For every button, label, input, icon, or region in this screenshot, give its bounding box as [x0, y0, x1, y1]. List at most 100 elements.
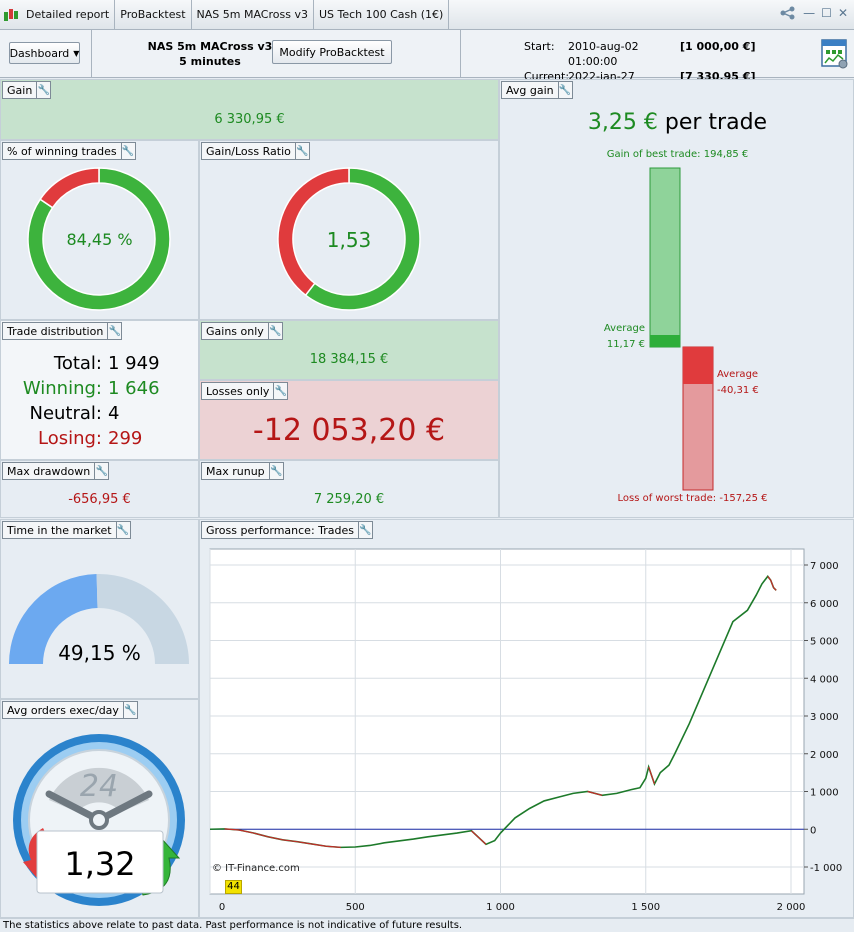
- tab-strategy[interactable]: NAS 5m MACross v3: [192, 0, 314, 29]
- panel-title-text: Gain: [7, 83, 33, 97]
- dropdown-arrow-icon: ▼: [73, 48, 80, 58]
- avg-win-bar: [650, 335, 680, 347]
- time-in-market-fill: [9, 574, 98, 664]
- equity-down-segment: [770, 579, 775, 588]
- avg-gain-bars: [649, 167, 714, 491]
- y-tick-label: 7 000: [810, 561, 839, 572]
- panel-title: Trade distribution 🔧: [2, 322, 123, 340]
- y-tick-label: 6 000: [810, 599, 839, 610]
- minimize-icon[interactable]: —: [803, 6, 816, 20]
- gain-loss-donut: [277, 167, 421, 311]
- panel-title: Gross performance: Trades 🔧: [201, 521, 373, 539]
- watermark: © IT-Finance.com: [212, 863, 300, 874]
- equity-down-segment: [311, 843, 327, 847]
- time-in-market-value: 49,15 %: [58, 641, 141, 665]
- gains-only-panel: Gains only 🔧 18 384,15 €: [199, 320, 499, 380]
- losses-only-value: -12 053,20 €: [252, 413, 446, 448]
- gain-value: 6 330,95 €: [214, 112, 285, 127]
- report-header: Dashboard ▼ NAS 5m MACross v3 5 minutes …: [0, 30, 854, 98]
- strategy-name: NAS 5m MACross v3: [147, 40, 273, 53]
- wrench-icon[interactable]: 🔧: [107, 323, 122, 339]
- losing-value: 299: [108, 428, 143, 449]
- gain-panel: Gain 🔧 6 330,95 €: [0, 79, 499, 140]
- tab-label: Detailed report: [26, 8, 110, 21]
- report-settings-icon[interactable]: [820, 38, 850, 70]
- panel-title: Max runup 🔧: [201, 462, 284, 480]
- avg-gain-panel: Avg gain 🔧 3,25 € per trade Gain of best …: [499, 79, 854, 518]
- wrench-icon[interactable]: 🔧: [267, 323, 282, 339]
- modify-probacktest-button[interactable]: Modify ProBacktest: [272, 40, 392, 64]
- clock-dial-shade: [49, 767, 149, 812]
- winning-loss-slice: [39, 167, 100, 209]
- avg-win-value: 11,17 €: [606, 339, 645, 350]
- winning-win-slice: [27, 167, 171, 311]
- equity-down-segment: [326, 845, 341, 848]
- y-tick-label: 4 000: [810, 674, 839, 685]
- equity-down-segment: [238, 829, 254, 834]
- y-tick-label: 3 000: [810, 712, 839, 723]
- tab-probacktest[interactable]: ProBacktest: [115, 0, 192, 29]
- wrench-icon[interactable]: 🔧: [115, 522, 130, 538]
- total-value: 1 949: [108, 353, 160, 374]
- disclaimer-footer: The statistics above relate to past data…: [0, 918, 854, 932]
- best-trade-label: Gain of best trade: 194,85 €: [606, 149, 749, 160]
- gain-loss-ratio-value: 1,53: [326, 228, 372, 252]
- winning-row: Winning: 1 646: [1, 376, 198, 401]
- total-label: Total:: [53, 353, 102, 374]
- wrench-icon[interactable]: 🔧: [557, 82, 572, 98]
- panel-title-text: Avg gain: [506, 83, 554, 97]
- time-in-market-gauge: [9, 574, 189, 664]
- cursor-marker[interactable]: 44: [225, 880, 242, 894]
- avg-orders-panel: Avg orders exec/day 🔧 24 1,32: [0, 699, 199, 918]
- tab-detailed-report[interactable]: Detailed report: [0, 0, 116, 29]
- panel-title: Avg gain 🔧: [501, 81, 573, 99]
- losing-row: Losing: 299: [1, 426, 198, 451]
- panel-title: Avg orders exec/day 🔧: [2, 701, 138, 719]
- panel-title-text: Time in the market: [7, 523, 112, 537]
- avg-loss-annotation: Average -40,31 €: [717, 367, 787, 399]
- x-tick-label: 500: [346, 902, 365, 913]
- ratio-loss-slice: [277, 167, 350, 297]
- gains-only-value: 18 384,15 €: [309, 352, 389, 367]
- dashboard-dropdown[interactable]: Dashboard ▼: [9, 42, 80, 64]
- panel-title-text: Max runup: [206, 464, 265, 478]
- dashboard-label: Dashboard: [9, 46, 70, 60]
- tab-instrument[interactable]: US Tech 100 Cash (1€): [314, 0, 450, 29]
- wrench-icon[interactable]: 🔧: [294, 143, 309, 159]
- close-icon[interactable]: ✕: [837, 6, 848, 20]
- panel-title-text: Gross performance: Trades: [206, 523, 354, 537]
- y-tick-label: 1 000: [810, 788, 839, 799]
- avg-gain-value: 3,25 €: [587, 110, 658, 135]
- tab-bar: Detailed report ProBacktest NAS 5m MACro…: [0, 0, 854, 30]
- wrench-icon[interactable]: 🔧: [268, 463, 283, 479]
- equity-down-segment: [773, 587, 777, 591]
- wrench-icon[interactable]: 🔧: [273, 383, 288, 399]
- share-icon[interactable]: [779, 6, 797, 20]
- wrench-icon[interactable]: 🔧: [94, 463, 109, 479]
- losses-only-panel: Losses only 🔧 -12 053,20 €: [199, 380, 499, 460]
- wrench-icon[interactable]: 🔧: [358, 522, 372, 538]
- wrench-icon[interactable]: 🔧: [36, 82, 51, 98]
- losing-label: Losing:: [37, 428, 102, 449]
- winning-label: Winning:: [22, 378, 102, 399]
- x-tick-label: 0: [219, 902, 225, 913]
- maximize-icon[interactable]: ☐: [821, 6, 832, 20]
- time-in-market-remainder: [96, 574, 189, 664]
- wrench-icon[interactable]: 🔧: [120, 143, 135, 159]
- x-tick-label: 1 000: [486, 902, 515, 913]
- winning-trades-panel: % of winning trades 🔧 84,45 %: [0, 140, 199, 320]
- panel-title: % of winning trades 🔧: [2, 142, 136, 160]
- panel-title: Losses only 🔧: [201, 382, 289, 400]
- wrench-icon[interactable]: 🔧: [122, 702, 137, 718]
- avg-loss-value: -40,31 €: [717, 385, 759, 396]
- panel-title: Time in the market 🔧: [2, 521, 131, 539]
- tab-label: US Tech 100 Cash (1€): [318, 8, 444, 21]
- distribution-list: Total: 1 949 Winning: 1 646 Neutral: 4 Losi…: [1, 351, 198, 451]
- x-tick-label: 1 500: [631, 902, 660, 913]
- tab-label: ProBacktest: [120, 8, 186, 21]
- total-row: Total: 1 949: [1, 351, 198, 376]
- chart-logo-icon: [4, 8, 18, 22]
- winning-donut: [27, 167, 171, 311]
- panel-title-text: Gain/Loss Ratio: [206, 144, 291, 158]
- equity-down-segment: [471, 830, 487, 845]
